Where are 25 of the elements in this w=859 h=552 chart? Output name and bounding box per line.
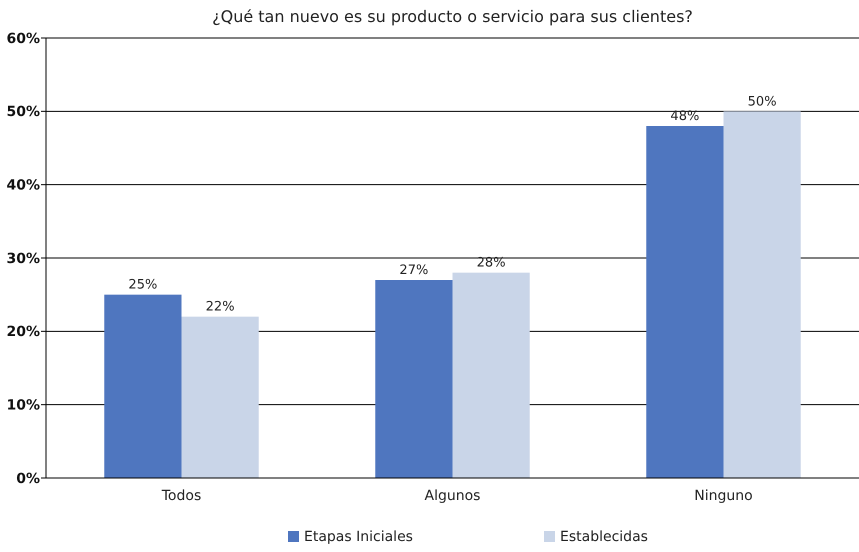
legend-label: Establecidas (560, 529, 648, 545)
y-tick-label: 30% (6, 250, 40, 267)
y-tick-label: 20% (6, 324, 40, 340)
legend-label: Etapas Iniciales (304, 529, 413, 545)
y-tick-label: 40% (6, 178, 40, 194)
bar (646, 126, 724, 478)
chart-title: ¿Qué tan nuevo es su producto o servicio para sus clientes? (212, 7, 693, 26)
data-label: 48% (670, 109, 700, 124)
bar (724, 111, 801, 478)
x-tick-label: Ninguno (694, 488, 753, 504)
bar (452, 272, 530, 478)
bar (182, 316, 259, 478)
x-tick-label: Todos (160, 488, 202, 504)
y-tick-label: 50% (6, 104, 40, 120)
x-tick-label: Algunos (424, 488, 480, 504)
data-label: 27% (399, 263, 428, 278)
y-tick-label: 10% (6, 398, 40, 414)
y-tick-label: 0% (16, 470, 40, 487)
bar (375, 280, 452, 478)
data-label: 22% (206, 300, 235, 315)
data-label: 25% (128, 278, 158, 293)
data-label: 50% (748, 94, 777, 110)
bar (104, 294, 182, 478)
y-tick-label: 60% (6, 30, 40, 47)
data-label: 28% (476, 256, 506, 271)
